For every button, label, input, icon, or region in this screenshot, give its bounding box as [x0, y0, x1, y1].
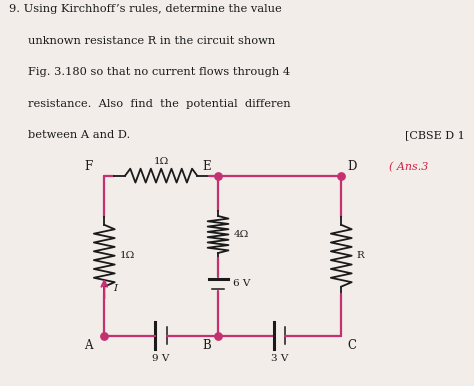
Point [337, 173, 345, 179]
Point [100, 333, 108, 339]
Text: Fig. 3.180 so that no current flows through 4: Fig. 3.180 so that no current flows thro… [28, 67, 291, 77]
Text: A: A [84, 339, 92, 352]
Text: unknown resistance R in the circuit shown: unknown resistance R in the circuit show… [28, 36, 276, 46]
Text: 1Ω: 1Ω [154, 157, 169, 166]
Point [214, 173, 222, 179]
Text: 4Ω: 4Ω [233, 230, 248, 239]
Text: 6 V: 6 V [233, 279, 251, 288]
Text: [CBSE D 1: [CBSE D 1 [405, 130, 465, 141]
Text: B: B [202, 339, 211, 352]
Text: 9 V: 9 V [153, 354, 170, 363]
Text: 3 V: 3 V [271, 354, 288, 363]
Text: D: D [347, 159, 356, 173]
Text: R: R [356, 251, 364, 260]
Text: ( Ans.3: ( Ans.3 [389, 162, 428, 173]
Text: 1Ω: 1Ω [119, 251, 135, 260]
Text: C: C [347, 339, 356, 352]
Point [214, 333, 222, 339]
Text: I: I [113, 284, 117, 293]
Text: 9. Using Kirchhoff’s rules, determine the value: 9. Using Kirchhoff’s rules, determine th… [9, 4, 282, 14]
Text: resistance.  Also  find  the  potential  differen: resistance. Also find the potential diff… [28, 99, 291, 109]
Text: between A and D.: between A and D. [28, 130, 131, 141]
Text: F: F [84, 159, 92, 173]
Text: E: E [202, 159, 211, 173]
